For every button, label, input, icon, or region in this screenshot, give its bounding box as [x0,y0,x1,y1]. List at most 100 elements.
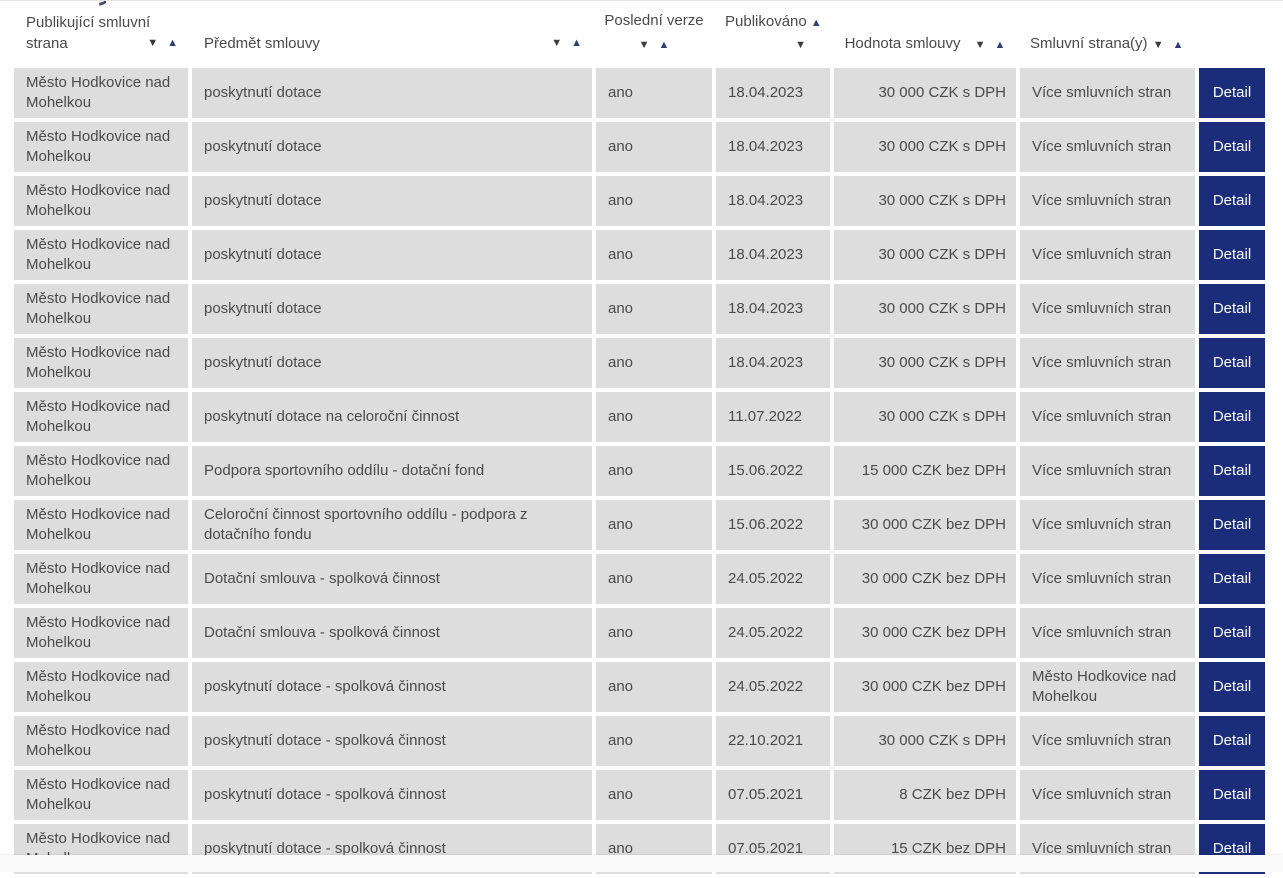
cell-subject: poskytnutí dotace - spolková činnost [192,770,592,820]
cell-last-version: ano [596,176,712,226]
cell-parties: Více smluvních stran [1020,716,1195,766]
cell-detail: Detail [1199,554,1265,604]
column-label: Publikující smluvní strana [26,14,150,52]
cell-last-version: ano [596,446,712,496]
table-row: Město Hodkovice nad Mohelkou poskytnutí … [14,284,1265,334]
cell-publisher: Město Hodkovice nad Mohelkou [14,446,188,496]
cell-published: 07.05.2021 [716,770,830,820]
cell-publisher: Město Hodkovice nad Mohelkou [14,500,188,550]
cell-value: 30 000 CZK bez DPH [834,608,1016,658]
detail-button[interactable]: Detail [1199,446,1265,496]
sort-asc-icon[interactable]: ▲ [167,36,178,51]
sort-desc-icon[interactable]: ▼ [1153,38,1164,53]
cell-published: 15.06.2022 [716,446,830,496]
cell-detail: Detail [1199,392,1265,442]
table-row: Město Hodkovice nad Mohelkou poskytnutí … [14,338,1265,388]
cell-publisher: Město Hodkovice nad Mohelkou [14,716,188,766]
sort-desc-icon[interactable]: ▼ [795,38,806,53]
detail-button[interactable]: Detail [1199,500,1265,550]
cell-detail: Detail [1199,68,1265,118]
cell-value: 30 000 CZK s DPH [834,284,1016,334]
cell-publisher: Město Hodkovice nad Mohelkou [14,338,188,388]
sort-asc-icon[interactable]: ▲ [659,38,670,53]
cell-value: 30 000 CZK bez DPH [834,662,1016,712]
cell-publisher: Město Hodkovice nad Mohelkou [14,662,188,712]
sort-asc-icon[interactable]: ▲ [571,36,582,51]
detail-button[interactable]: Detail [1199,338,1265,388]
cell-parties: Více smluvních stran [1020,770,1195,820]
sort-asc-icon[interactable]: ▲ [811,16,822,31]
table-row: Město Hodkovice nad Mohelkou poskytnutí … [14,770,1265,820]
cell-detail: Detail [1199,608,1265,658]
cell-parties: Více smluvních stran [1020,446,1195,496]
sort-desc-icon[interactable]: ▼ [551,36,562,51]
cell-last-version: ano [596,68,712,118]
cell-last-version: ano [596,500,712,550]
cell-published: 18.04.2023 [716,284,830,334]
table-row: Město Hodkovice nad Mohelkou Dotační sml… [14,554,1265,604]
detail-button[interactable]: Detail [1199,176,1265,226]
detail-button[interactable]: Detail [1199,68,1265,118]
cell-publisher: Město Hodkovice nad Mohelkou [14,176,188,226]
cell-subject: Dotační smlouva - spolková činnost [192,554,592,604]
column-header-last-version: Poslední verze ▼ ▲ [596,6,712,64]
detail-button[interactable]: Detail [1199,608,1265,658]
detail-button[interactable]: Detail [1199,770,1265,820]
cell-parties: Více smluvních stran [1020,608,1195,658]
table-row: Město Hodkovice nad Mohelkou poskytnutí … [14,230,1265,280]
column-header-value: Hodnota smlouvy ▼▲ [834,6,1016,64]
detail-button[interactable]: Detail [1199,554,1265,604]
cell-last-version: ano [596,608,712,658]
table-row: Město Hodkovice nad Mohelkou Podpora spo… [14,446,1265,496]
detail-button[interactable]: Detail [1199,392,1265,442]
column-header-publisher: Publikující smluvní strana ▼ ▲ [14,6,188,64]
detail-button[interactable]: Detail [1199,662,1265,712]
cell-parties: Více smluvních stran [1020,122,1195,172]
cell-published: 22.10.2021 [716,716,830,766]
cell-last-version: ano [596,662,712,712]
cell-subject: poskytnutí dotace [192,68,592,118]
cell-publisher: Město Hodkovice nad Mohelkou [14,554,188,604]
cell-published: 18.04.2023 [716,338,830,388]
cell-value: 30 000 CZK s DPH [834,122,1016,172]
detail-button[interactable]: Detail [1199,230,1265,280]
contracts-table: Publikující smluvní strana ▼▲ Předmět sm… [10,2,1269,878]
cell-value: 30 000 CZK s DPH [834,392,1016,442]
sort-asc-icon[interactable]: ▲ [995,38,1006,53]
sort-desc-icon[interactable]: ▼ [639,38,650,53]
table-row: Město Hodkovice nad Mohelkou poskytnutí … [14,392,1265,442]
cell-last-version: ano [596,338,712,388]
sort-desc-icon[interactable]: ▼ [147,36,158,51]
cell-detail: Detail [1199,230,1265,280]
column-label: Publikováno [725,13,807,30]
column-label: Poslední verze [604,10,704,31]
cell-value: 15 000 CZK bez DPH [834,446,1016,496]
detail-button[interactable]: Detail [1199,284,1265,334]
cell-parties: Více smluvních stran [1020,500,1195,550]
cell-subject: poskytnutí dotace [192,230,592,280]
cell-subject: poskytnutí dotace na celoroční činnost [192,392,592,442]
column-header-detail [1199,6,1265,64]
column-header-parties: Smluvní strana(y) ▼▲ [1020,6,1195,64]
cell-parties: Více smluvních stran [1020,176,1195,226]
table-row: Město Hodkovice nad Mohelkou poskytnutí … [14,68,1265,118]
column-header-subject: Předmět smlouvy ▼▲ [192,6,592,64]
sort-asc-icon[interactable]: ▲ [1173,38,1184,53]
cell-detail: Detail [1199,500,1265,550]
cell-publisher: Město Hodkovice nad Mohelkou [14,608,188,658]
cell-published: 18.04.2023 [716,68,830,118]
table-row: Město Hodkovice nad Mohelkou poskytnutí … [14,662,1265,712]
sort-desc-icon[interactable]: ▼ [975,38,986,53]
cell-subject: poskytnutí dotace [192,284,592,334]
table-row: Město Hodkovice nad Mohelkou Celoroční č… [14,500,1265,550]
cell-value: 30 000 CZK s DPH [834,176,1016,226]
table-header-row: Publikující smluvní strana ▼▲ Předmět sm… [14,6,1265,64]
cell-last-version: ano [596,554,712,604]
cell-published: 15.06.2022 [716,500,830,550]
detail-button[interactable]: Detail [1199,122,1265,172]
cell-publisher: Město Hodkovice nad Mohelkou [14,392,188,442]
cell-publisher: Město Hodkovice nad Mohelkou [14,68,188,118]
detail-button[interactable]: Detail [1199,716,1265,766]
table-row: Město Hodkovice nad Mohelkou poskytnutí … [14,122,1265,172]
cell-value: 8 CZK bez DPH [834,770,1016,820]
